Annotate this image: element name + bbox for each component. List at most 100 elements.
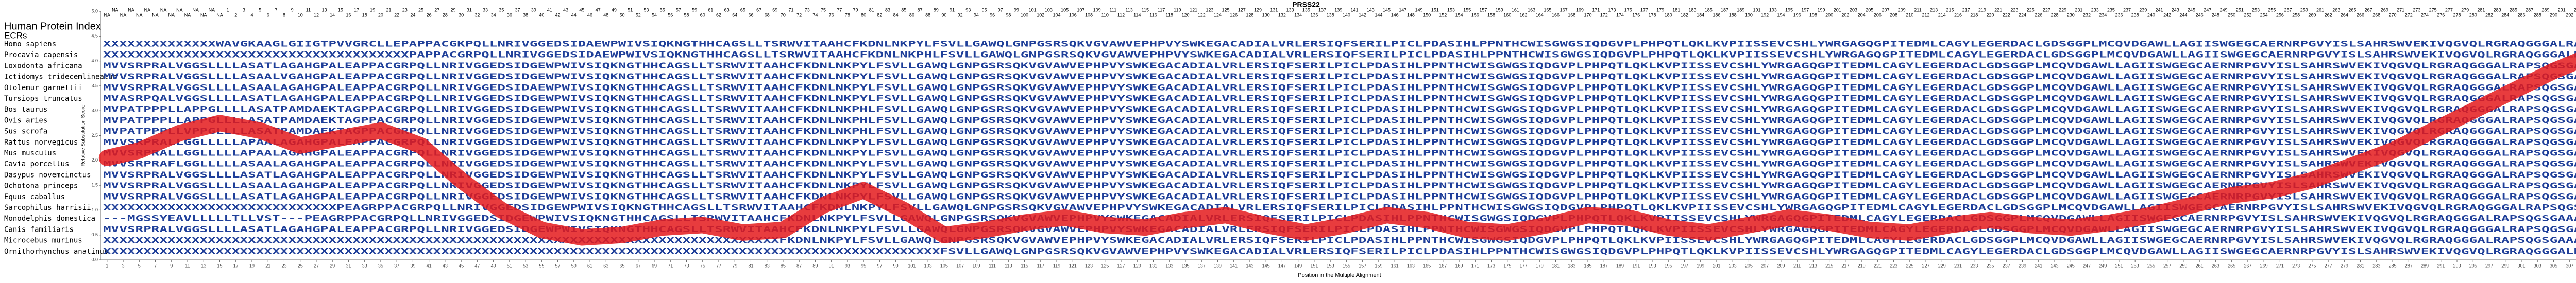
x-tick-label: 263 bbox=[2212, 263, 2219, 268]
species-name: Loxodonta africana bbox=[4, 62, 82, 70]
protein-index: 146 bbox=[1391, 12, 1399, 17]
protein-index: 141 bbox=[1350, 7, 1358, 12]
protein-index: 278 bbox=[2453, 12, 2461, 17]
protein-index: 289 bbox=[2541, 7, 2549, 12]
protein-index: 257 bbox=[2284, 7, 2292, 12]
protein-index: 25 bbox=[418, 7, 423, 12]
protein-index: 238 bbox=[2131, 12, 2139, 17]
protein-index: 40 bbox=[539, 12, 544, 17]
protein-index: 284 bbox=[2501, 12, 2509, 17]
protein-index: 218 bbox=[1970, 12, 1978, 17]
x-tick-label: 33 bbox=[362, 263, 367, 268]
x-tick-label: 39 bbox=[410, 263, 415, 268]
protein-index: 191 bbox=[1753, 7, 1761, 12]
protein-index: 35 bbox=[499, 7, 504, 12]
protein-index: 89 bbox=[934, 7, 939, 12]
protein-index: 3 bbox=[243, 7, 245, 12]
x-tick-label: 47 bbox=[474, 263, 480, 268]
protein-index: 38 bbox=[523, 12, 528, 17]
protein-index: 290 bbox=[2550, 12, 2557, 17]
x-tick-label: 191 bbox=[1632, 263, 1640, 268]
protein-index: 273 bbox=[2413, 7, 2420, 12]
x-tick-label: 31 bbox=[346, 263, 351, 268]
protein-index: 5 bbox=[259, 7, 261, 12]
protein-index: NA bbox=[144, 7, 151, 12]
protein-index: 212 bbox=[1922, 12, 1930, 17]
protein-index: 252 bbox=[2244, 12, 2251, 17]
protein-index: NA bbox=[176, 7, 183, 12]
x-tick-label: 3 bbox=[122, 263, 125, 268]
protein-index: 293 bbox=[2574, 7, 2576, 12]
x-tick-label: 105 bbox=[940, 263, 948, 268]
x-tick-label: 143 bbox=[1246, 263, 1253, 268]
x-tick-label: 117 bbox=[1037, 263, 1044, 268]
x-tick-label: 145 bbox=[1262, 263, 1270, 268]
protein-index: 159 bbox=[1496, 7, 1503, 12]
protein-index: 174 bbox=[1616, 12, 1624, 17]
protein-index: 285 bbox=[2510, 7, 2517, 12]
protein-index: 245 bbox=[2188, 7, 2195, 12]
protein-index: 126 bbox=[1230, 12, 1238, 17]
protein-index: 78 bbox=[845, 12, 850, 17]
protein-index: 179 bbox=[1656, 7, 1664, 12]
protein-index: 154 bbox=[1455, 12, 1463, 17]
y-tick-label: 0.5 bbox=[91, 232, 98, 237]
protein-index: 131 bbox=[1270, 7, 1278, 12]
protein-index: 143 bbox=[1367, 7, 1375, 12]
protein-index: 68 bbox=[765, 12, 770, 17]
protein-index: 277 bbox=[2445, 7, 2453, 12]
protein-index: 64 bbox=[732, 12, 737, 17]
protein-index: 98 bbox=[1006, 12, 1011, 17]
protein-index: 158 bbox=[1487, 12, 1495, 17]
protein-index: 1 bbox=[227, 7, 229, 12]
x-tick-label: 209 bbox=[1777, 263, 1785, 268]
protein-index: 176 bbox=[1632, 12, 1640, 17]
x-tick-label: 161 bbox=[1391, 263, 1399, 268]
protein-index: 72 bbox=[796, 12, 802, 17]
protein-index: 31 bbox=[467, 7, 472, 12]
protein-index: 53 bbox=[643, 7, 649, 12]
protein-index: 157 bbox=[1479, 7, 1487, 12]
x-tick-label: 13 bbox=[201, 263, 206, 268]
protein-index: 101 bbox=[1029, 7, 1037, 12]
y-tick-label: 4.5 bbox=[91, 33, 98, 39]
species-name: Cavia porcellus bbox=[4, 160, 69, 168]
protein-index: 27 bbox=[434, 7, 439, 12]
protein-index: 205 bbox=[1866, 7, 1873, 12]
x-tick-label: 251 bbox=[2115, 263, 2123, 268]
x-tick-label: 155 bbox=[1343, 263, 1350, 268]
x-tick-label: 131 bbox=[1149, 263, 1157, 268]
protein-index: 181 bbox=[1672, 7, 1680, 12]
x-tick-label: 181 bbox=[1552, 263, 1560, 268]
species-name: Ictidomys tridecemlineatus bbox=[4, 73, 117, 81]
protein-index: 244 bbox=[2179, 12, 2187, 17]
x-tick-label: 125 bbox=[1101, 263, 1109, 268]
protein-index: 58 bbox=[684, 12, 689, 17]
species-name: Dasypus novemcinctus bbox=[4, 171, 91, 179]
protein-index: 151 bbox=[1431, 7, 1439, 12]
x-tick-label: 305 bbox=[2550, 263, 2557, 268]
x-tick-label: 255 bbox=[2147, 263, 2155, 268]
protein-index: 45 bbox=[579, 7, 584, 12]
protein-index: 281 bbox=[2477, 7, 2485, 12]
x-tick-label: 213 bbox=[1809, 263, 1817, 268]
species-name: Ornithorhynchus anatinus bbox=[4, 247, 108, 256]
protein-index: 214 bbox=[1938, 12, 1946, 17]
protein-index: 139 bbox=[1334, 7, 1342, 12]
protein-index: NA bbox=[128, 7, 134, 12]
protein-index: 65 bbox=[740, 7, 745, 12]
protein-index: 236 bbox=[2115, 12, 2123, 17]
protein-index: 121 bbox=[1190, 7, 1197, 12]
x-tick-label: 85 bbox=[781, 263, 786, 268]
protein-index: 127 bbox=[1238, 7, 1246, 12]
sequence: MVPATPPPLLVPPGLLLLASATPAMDAEKTAGPPACGRPQ… bbox=[103, 126, 2576, 136]
protein-index: 22 bbox=[394, 12, 399, 17]
protein-index: 178 bbox=[1648, 12, 1656, 17]
protein-index: 115 bbox=[1142, 7, 1149, 12]
sequence: MVVSRPRALVGGSLLLLASAALAGAHGPALEAPPACGRPQ… bbox=[103, 181, 2576, 190]
index-label: Human Protein Index bbox=[4, 21, 101, 32]
protein-index: 113 bbox=[1125, 7, 1132, 12]
protein-index: 2 bbox=[234, 12, 237, 17]
protein-index: 215 bbox=[1946, 7, 1954, 12]
